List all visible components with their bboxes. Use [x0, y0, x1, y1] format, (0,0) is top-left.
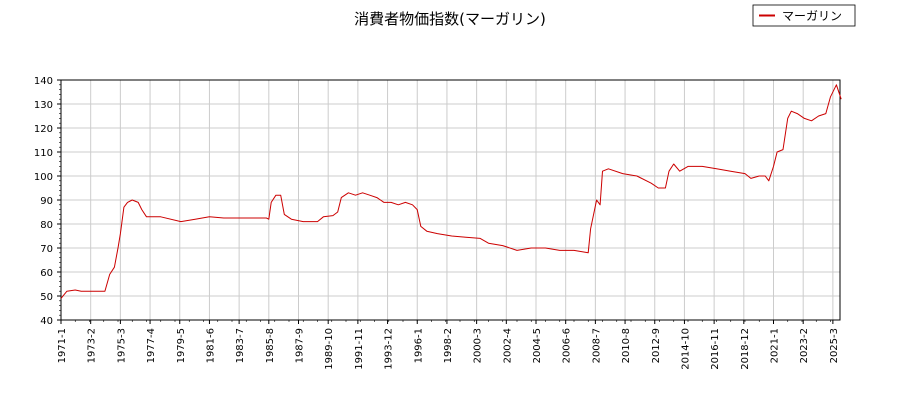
x-tick-label: 2000-3	[473, 328, 484, 363]
x-tick-label: 1979-5	[176, 328, 187, 363]
y-tick-label: 100	[34, 172, 53, 183]
y-tick-label: 60	[40, 268, 53, 279]
x-tick-label: 1998-2	[443, 328, 454, 363]
x-tick-label: 1989-10	[324, 328, 335, 370]
x-tick-label: 2023-2	[799, 328, 810, 363]
y-tick-label: 110	[34, 148, 53, 159]
x-tick-label: 2025-3	[829, 328, 840, 363]
y-tick-label: 80	[40, 220, 53, 231]
y-tick-label: 50	[40, 292, 53, 303]
x-tick-label: 2006-6	[562, 328, 573, 363]
y-tick-label: 120	[34, 124, 53, 135]
x-tick-label: 2002-4	[502, 328, 513, 363]
plot-area: 40 50 60 70 80 90 100 110 120 130 140 1971-1 1973-2 1…	[34, 76, 842, 370]
x-tick-label: 2004-5	[532, 328, 543, 363]
x-tick-label: 1977-4	[146, 328, 157, 363]
x-tick-label: 1975-3	[116, 328, 127, 363]
x-tick-label: 2010-8	[621, 328, 632, 363]
x-tick-label: 2014-10	[680, 328, 691, 370]
y-tick-label: 140	[34, 76, 53, 87]
x-tick-label: 1987-9	[295, 328, 306, 363]
legend-label: マーガリン	[782, 9, 842, 23]
x-tick-label: 1985-8	[265, 328, 276, 363]
y-tick-label: 130	[34, 100, 53, 111]
x-tick-label: 2008-7	[591, 328, 602, 363]
y-tick-label: 90	[40, 196, 53, 207]
x-tick-label: 1993-12	[384, 328, 395, 370]
x-tick-label: 1996-1	[413, 328, 424, 363]
legend-box	[752, 4, 856, 27]
x-tick-label: 2012-9	[651, 328, 662, 363]
series-line-margarine	[60, 84, 842, 299]
x-tick-label: 1971-1	[57, 328, 68, 363]
x-tick-label: 1983-7	[235, 328, 246, 363]
chart-title: 消費者物価指数(マーガリン)	[354, 10, 546, 28]
legend: マーガリン	[752, 4, 856, 27]
x-tick-label: 2018-12	[740, 328, 751, 370]
x-tick-label: 2016-11	[710, 328, 721, 370]
x-tick-label: 2021-1	[770, 328, 781, 363]
y-tick-label: 70	[40, 244, 53, 255]
y-tick-label: 40	[40, 316, 53, 327]
x-tick-label: 1981-6	[205, 328, 216, 363]
plot-frame	[60, 79, 841, 321]
x-tick-label: 1991-11	[354, 328, 365, 370]
x-tick-label: 1973-2	[87, 328, 98, 363]
